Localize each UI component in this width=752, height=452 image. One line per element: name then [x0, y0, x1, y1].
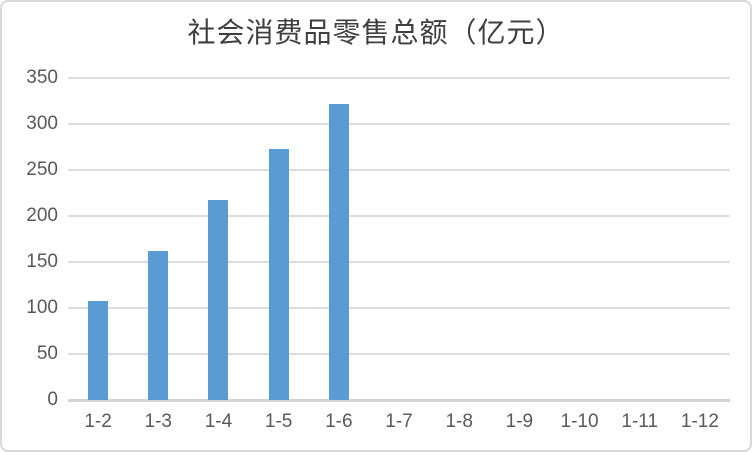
gridline — [68, 307, 730, 309]
x-axis-label: 1-12 — [680, 411, 719, 432]
x-axis-label: 1-3 — [144, 411, 172, 432]
x-axis-label: 1-8 — [445, 411, 473, 432]
y-axis-tick-label: 100 — [26, 297, 58, 318]
y-axis-tick-label: 200 — [26, 205, 58, 226]
y-axis-tick-label: 300 — [26, 113, 58, 134]
y-axis-tick-label: 250 — [26, 159, 58, 180]
x-axis-line — [68, 399, 730, 402]
gridline — [68, 215, 730, 217]
gridline — [68, 123, 730, 125]
x-axis-label: 1-6 — [325, 411, 353, 432]
gridline — [68, 77, 730, 79]
y-axis-tick-label: 350 — [26, 67, 58, 88]
gridline — [68, 353, 730, 355]
bar-1-3 — [148, 250, 169, 400]
x-axis-label: 1-7 — [385, 411, 413, 432]
bar-1-6 — [328, 103, 349, 400]
x-axis-label: 1-11 — [621, 411, 659, 432]
gridline — [68, 169, 730, 171]
y-axis-tick-label: 150 — [26, 251, 58, 272]
bar-1-5 — [268, 148, 289, 400]
y-axis-tick-label: 0 — [47, 389, 58, 410]
x-axis-label: 1-4 — [204, 411, 233, 432]
bar-1-2 — [88, 300, 109, 400]
gridline — [68, 261, 730, 263]
x-axis-label: 1-10 — [560, 411, 599, 432]
x-axis-label: 1-9 — [505, 411, 534, 432]
y-axis-tick-label: 50 — [36, 343, 58, 364]
chart-title: 社会消费品零售总额（亿元） — [187, 18, 565, 49]
bar-1-4 — [208, 200, 229, 400]
x-axis-label: 1-2 — [84, 411, 112, 432]
x-axis-label: 1-5 — [264, 411, 293, 432]
